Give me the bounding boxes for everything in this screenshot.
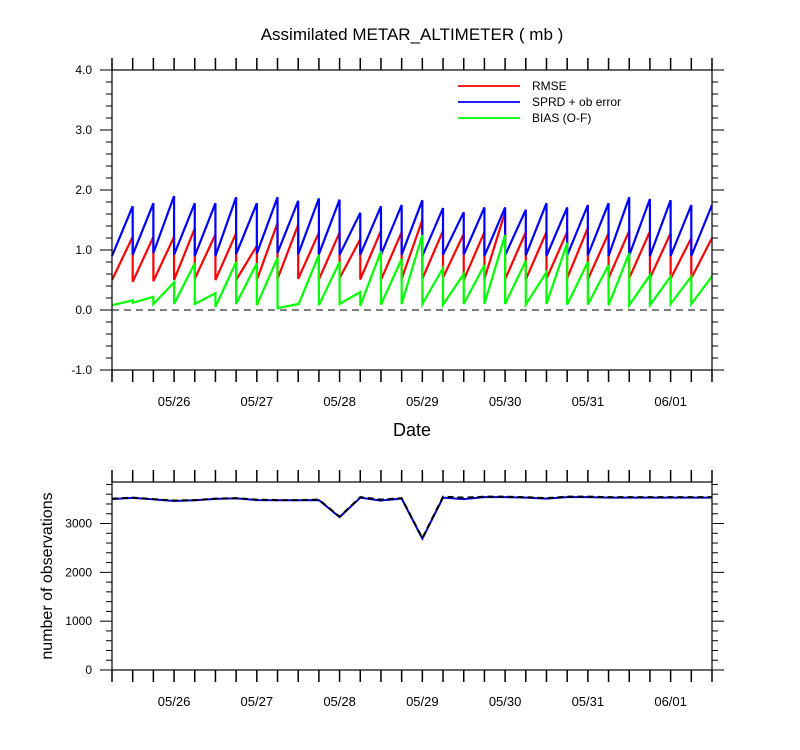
y-tick-label: 0 (85, 663, 92, 677)
x-tick-label: 05/28 (323, 394, 356, 409)
x-tick-label: 06/01 (654, 694, 687, 709)
plot-frame (111, 69, 713, 371)
plot-frame-observations (111, 481, 713, 671)
y-tick-label: 2000 (65, 565, 92, 579)
series-line (110, 195, 714, 257)
y-tick-label: 2.0 (75, 183, 92, 197)
x-tick-label: 05/31 (572, 694, 605, 709)
chart-title: Assimilated METAR_ALTIMETER ( mb ) (261, 25, 564, 44)
legend-label: BIAS (O-F) (532, 111, 591, 125)
x-tick-label: 05/26 (158, 394, 191, 409)
y-tick-label: 3.0 (75, 123, 92, 137)
y-tick-label: 4.0 (75, 63, 92, 77)
series-line (111, 234, 713, 310)
x-tick-label: 05/27 (241, 394, 274, 409)
series-lines (110, 195, 714, 310)
x-tick-label: 06/01 (654, 394, 687, 409)
x-tick-label: 05/29 (406, 394, 439, 409)
x-tick-label: 05/31 (572, 394, 605, 409)
x-tick-label: 05/28 (323, 694, 356, 709)
x-tick-label: 05/26 (158, 694, 191, 709)
legend-label: RMSE (532, 79, 567, 93)
x-axis-observations: 05/26 05/27 05/28 05/29 05/30 05/31 06/01 (111, 470, 713, 709)
observation-line (111, 496, 712, 541)
y-tick-label: 0.0 (75, 303, 92, 317)
x-axis: 05/26 05/27 05/28 05/29 05/30 05/31 06/01 (111, 58, 713, 409)
observation-line (111, 495, 712, 541)
x-tick-label: 05/30 (489, 694, 522, 709)
y-axis-label-observations: number of observations (39, 492, 56, 659)
x-tick-label: 05/27 (241, 694, 274, 709)
y-tick-label: 3000 (65, 517, 92, 531)
y-tick-label: -1.0 (71, 363, 92, 377)
y-axis-observations: 0 1000 2000 3000 (65, 483, 724, 677)
x-tick-label: 05/30 (489, 394, 522, 409)
observation-count-lines (111, 495, 712, 541)
y-axis: -1.0 0.0 1.0 2.0 3.0 4.0 (71, 63, 724, 377)
bias-rmse-spread-panel: Assimilated METAR_ALTIMETER ( mb ) -1.0 0… (71, 25, 724, 440)
y-tick-label: 1000 (65, 614, 92, 628)
legend-label: SPRD + ob error (532, 95, 621, 109)
x-tick-label: 05/29 (406, 694, 439, 709)
x-axis-label: Date (393, 420, 431, 440)
y-tick-label: 1.0 (75, 243, 92, 257)
legend: RMSE SPRD + ob error BIAS (O-F) (458, 79, 621, 125)
